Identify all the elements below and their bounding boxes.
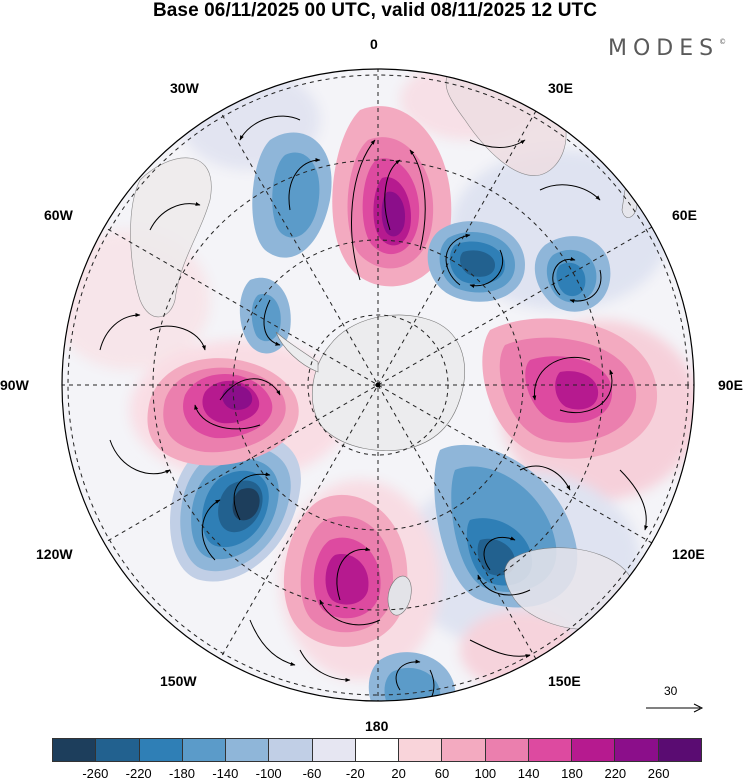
colorbar	[52, 738, 702, 762]
lon-label-60e: 60E	[672, 207, 697, 223]
lon-label-90w: 90W	[0, 377, 29, 393]
colorbar-tick-label: 100	[474, 766, 497, 781]
anomaly-bellingshausen-positive	[147, 358, 299, 466]
colorbar-tick-label: 20	[391, 766, 406, 781]
colorbar-tick-label: 140	[517, 766, 540, 781]
anomaly-indian-positive	[482, 318, 658, 459]
colorbar-tick-label: 260	[647, 766, 670, 781]
new-zealand	[387, 575, 412, 616]
reference-vector-label: 30	[664, 684, 678, 698]
map-border	[61, 68, 695, 702]
colorbar-swatch	[658, 739, 701, 761]
reference-vector-arrow	[646, 703, 704, 713]
lon-label-0: 0	[370, 36, 378, 52]
lon-label-30w: 30W	[170, 80, 199, 96]
colorbar-tick-label: -100	[255, 766, 282, 781]
colorbar-swatch	[615, 739, 659, 761]
colorbar-swatch	[96, 739, 140, 761]
colorbar-tick-label: -180	[168, 766, 196, 781]
colorbar-swatch	[312, 739, 356, 761]
anomaly-pacific-positive	[283, 494, 408, 647]
colorbar-swatch	[572, 739, 616, 761]
colorbar-swatch	[355, 739, 400, 761]
colorbar-tick-label: -260	[82, 766, 109, 781]
antarctic-peninsula	[275, 331, 319, 373]
colorbar-tick-label: -220	[125, 766, 152, 781]
colorbar-tick-label: -140	[212, 766, 239, 781]
lon-label-150e: 150E	[548, 673, 581, 689]
colorbar-tick-label: 220	[604, 766, 627, 781]
logo-mark: ©	[719, 38, 727, 46]
colorbar-tick-label: 60	[434, 766, 450, 781]
wind-vectors	[99, 115, 649, 701]
south-america	[130, 157, 212, 318]
lon-label-120w: 120W	[36, 546, 73, 562]
anomaly-south-pacific-negative	[368, 652, 456, 701]
lon-label-150w: 150W	[160, 673, 197, 689]
colorbar-swatch	[53, 739, 97, 761]
colorbar-swatch	[399, 739, 443, 761]
modes-logo: MODES©	[608, 36, 726, 61]
colorbar-ticks: -260 -220 -180 -140 -100 -60 -20 20 60 100 140 180 2…	[0, 766, 750, 783]
lon-label-30e: 30E	[548, 80, 573, 96]
map-title: Base 06/11/2025 00 UTC, valid 08/11/2025…	[152, 0, 598, 21]
colorbar-tick-label: 180	[561, 766, 583, 781]
lon-label-180: 180	[365, 718, 389, 734]
graticule	[62, 69, 694, 701]
anomaly-south-america-negative	[239, 132, 332, 354]
colorbar-swatch	[442, 739, 486, 761]
colorbar-swatch	[139, 739, 183, 761]
colorbar-swatch	[485, 739, 529, 761]
colorbar-tick-label: -20	[345, 766, 365, 781]
lon-label-60w: 60W	[44, 207, 73, 223]
colorbar-swatch	[226, 739, 270, 761]
logo-text: MODES	[608, 36, 720, 61]
colorbar-swatch	[182, 739, 227, 761]
lon-label-90e: 90E	[718, 377, 743, 393]
colorbar-swatch	[269, 739, 313, 761]
colorbar-swatch	[528, 739, 573, 761]
colorbar-tick-label: -60	[302, 766, 322, 781]
lon-label-120e: 120E	[672, 546, 705, 562]
